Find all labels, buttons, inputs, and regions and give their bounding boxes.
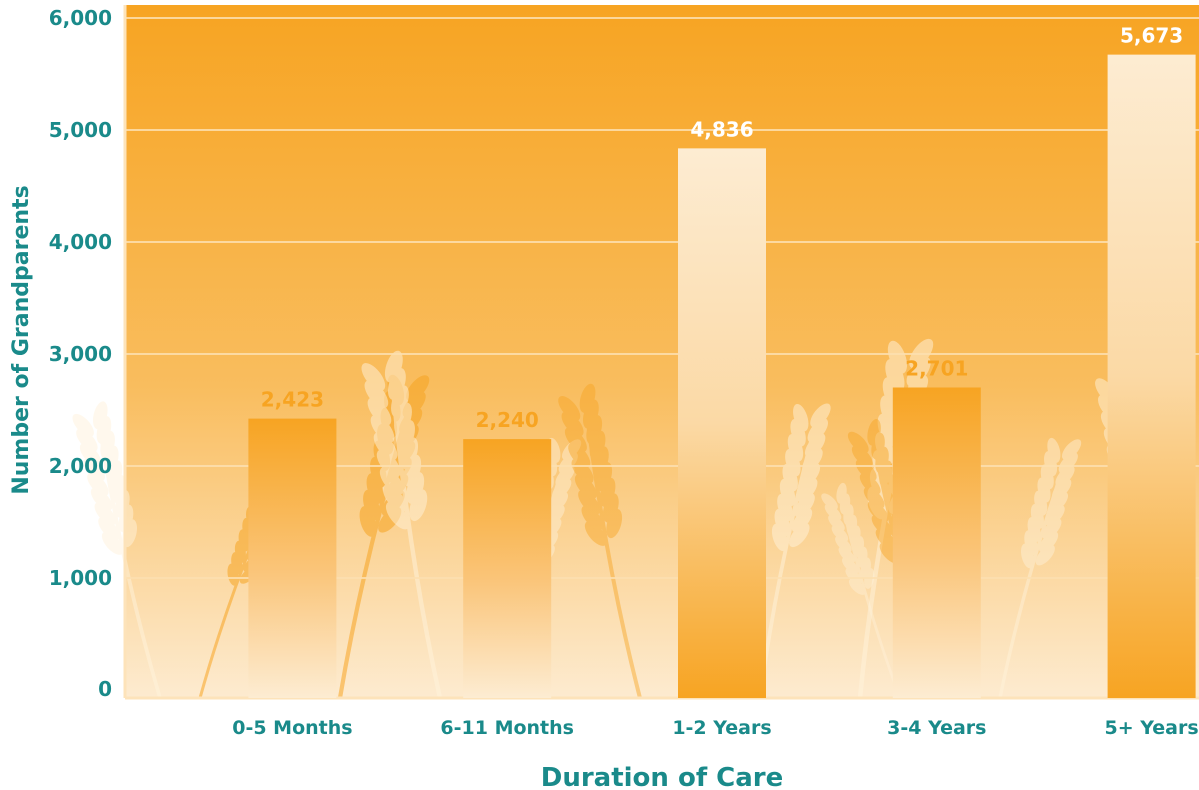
bar bbox=[1107, 54, 1196, 698]
x-tick-labels: 0-5 Months 6-11 Months 1-2 Years 3-4 Years 5… bbox=[232, 717, 1198, 739]
bar bbox=[678, 148, 766, 699]
y-tick-label: 2,000 bbox=[49, 454, 112, 478]
y-tick-label: 1,000 bbox=[49, 566, 112, 590]
x-tick-label: 0-5 Months bbox=[232, 717, 352, 739]
y-tick-label: 6,000 bbox=[49, 6, 112, 30]
bar bbox=[248, 418, 337, 698]
wheat-stalk bbox=[558, 383, 642, 699]
data-labels: 2,423 2,240 4,836 2,701 5,673 bbox=[261, 24, 1183, 432]
y-tick-labels: 0 1,000 2,000 3,000 4,000 5,000 6,000 bbox=[49, 6, 112, 701]
y-tick-label: 0 bbox=[98, 677, 112, 701]
y-axis-title: Number of Grandparents bbox=[9, 185, 34, 494]
wheat-decoration bbox=[72, 338, 1173, 699]
bar bbox=[892, 387, 981, 698]
data-label: 2,701 bbox=[905, 356, 968, 380]
y-tick-label: 3,000 bbox=[49, 342, 112, 366]
bars bbox=[248, 54, 1196, 699]
wheat-stalk bbox=[758, 403, 831, 699]
bar bbox=[463, 439, 552, 698]
data-label: 5,673 bbox=[1120, 24, 1183, 48]
x-tick-label: 6-11 Months bbox=[440, 717, 574, 739]
data-label: 4,836 bbox=[690, 117, 753, 141]
x-tick-label: 3-4 Years bbox=[887, 717, 986, 739]
wheat-stalk bbox=[821, 482, 902, 699]
data-label: 2,423 bbox=[261, 388, 324, 412]
y-tick-label: 4,000 bbox=[49, 230, 112, 254]
data-label: 2,240 bbox=[476, 408, 539, 432]
x-tick-label: 5+ Years bbox=[1105, 717, 1199, 739]
x-axis-title: Duration of Care bbox=[541, 763, 784, 790]
wheat-stalk bbox=[361, 350, 443, 699]
y-tick-label: 5,000 bbox=[49, 118, 112, 142]
x-tick-label: 1-2 Years bbox=[672, 717, 771, 739]
